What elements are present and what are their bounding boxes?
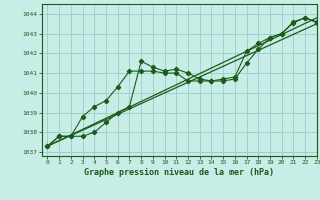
X-axis label: Graphe pression niveau de la mer (hPa): Graphe pression niveau de la mer (hPa) [84, 168, 274, 177]
